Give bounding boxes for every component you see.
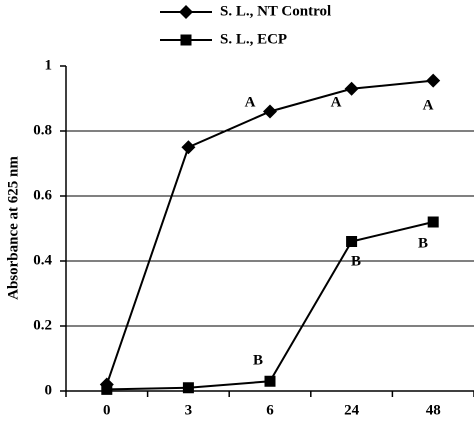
marker <box>426 73 441 88</box>
annotation: B <box>351 253 361 269</box>
marker <box>346 236 358 247</box>
annotation: A <box>423 97 434 113</box>
y-tick-label: 0.4 <box>33 252 52 268</box>
annotation: A <box>245 94 256 110</box>
y-tick-label: 1 <box>45 57 53 73</box>
legend-label: S. L., NT Control <box>220 3 331 19</box>
marker <box>182 382 194 394</box>
x-tick-label: 24 <box>344 402 360 418</box>
marker <box>181 140 196 155</box>
legend-marker <box>179 5 193 19</box>
y-tick-label: 0.6 <box>33 187 52 203</box>
marker <box>344 81 359 96</box>
x-tick-label: 6 <box>266 402 274 418</box>
x-tick-label: 48 <box>426 402 441 418</box>
marker <box>427 216 439 228</box>
marker <box>264 375 276 387</box>
legend-label: S. L., ECP <box>220 31 287 47</box>
annotation: B <box>253 352 263 368</box>
annotation: B <box>418 235 428 251</box>
y-axis-label: Absorbance at 625 nm <box>5 156 21 300</box>
y-tick-label: 0.2 <box>33 317 52 333</box>
x-tick-label: 0 <box>103 402 111 418</box>
series-line <box>105 79 434 385</box>
annotation: A <box>331 94 342 110</box>
x-tick-label: 3 <box>185 402 193 418</box>
y-tick-label: 0 <box>45 382 53 398</box>
marker <box>101 383 113 395</box>
legend-marker <box>180 34 192 46</box>
y-tick-label: 0.8 <box>33 122 52 138</box>
marker <box>263 104 277 119</box>
series-line <box>106 221 434 391</box>
